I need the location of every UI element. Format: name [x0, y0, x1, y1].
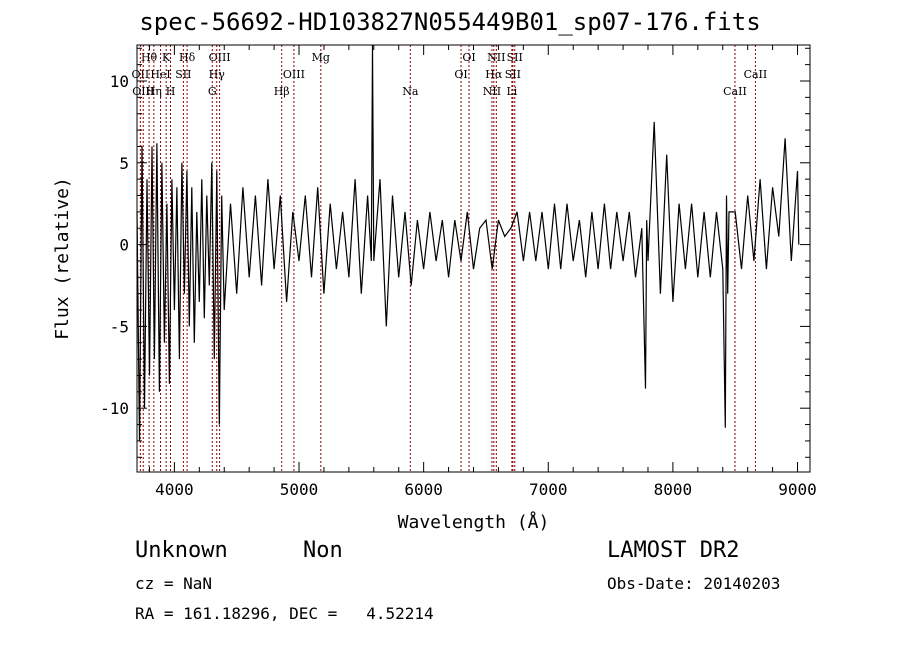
line-marker-label: Hγ — [209, 68, 226, 81]
line-marker-label: Hη — [146, 85, 162, 98]
line-marker-label: SII — [505, 68, 521, 81]
line-marker-label: Na — [402, 85, 419, 98]
spectrum-line — [136, 44, 800, 441]
survey-label: LAMOST DR2 — [607, 538, 740, 563]
axes-layer: 4000 5000 6000 7000 8000 9000 -10 -5 0 5 10 — [100, 45, 817, 499]
line-marker-label: OI — [454, 68, 467, 81]
obs-date-label: Obs-Date: 20140203 — [607, 574, 781, 593]
y-tick-label: 5 — [119, 154, 129, 173]
y-tick-label: 10 — [110, 72, 129, 91]
x-tick-label: 5000 — [280, 480, 319, 499]
line-marker-label: SII — [175, 68, 191, 81]
line-marker-label: CaII — [744, 68, 768, 81]
object-subclass-label: Non — [303, 538, 343, 563]
line-marker-label: Hδ — [179, 51, 196, 64]
line-marker-label: HeI — [150, 68, 170, 81]
line-marker-label: Li — [506, 85, 517, 98]
redshift-label: cz = NaN — [135, 574, 213, 593]
line-marker-label: G — [208, 85, 217, 98]
line-marker-label: Mg — [312, 51, 330, 64]
line-marker-label: OIII — [132, 85, 154, 98]
line-marker-label: OI — [462, 51, 475, 64]
line-marker-label: OIII — [283, 68, 305, 81]
line-marker-label: OII — [132, 68, 150, 81]
x-tick-label: 8000 — [654, 480, 693, 499]
y-axis-label: Flux (relative) — [52, 177, 73, 340]
x-tick-label: 7000 — [529, 480, 568, 499]
spectrum-data-layer — [136, 44, 800, 441]
line-marker-label: Hα — [485, 68, 503, 81]
y-tick-label: 0 — [119, 236, 129, 255]
x-tick-label: 6000 — [404, 480, 443, 499]
line-marker-label: NII — [487, 51, 505, 64]
x-tick-label: 9000 — [778, 480, 817, 499]
object-class-label: Unknown — [135, 538, 228, 563]
line-marker-label: CaII — [723, 85, 747, 98]
x-tick-label: 4000 — [155, 480, 194, 499]
line-marker-label: Hβ — [274, 85, 290, 98]
coordinates-label: RA = 161.18296, DEC = 4.52214 — [135, 604, 434, 623]
x-axis-label: Wavelength (Å) — [398, 511, 550, 533]
line-marker-label: OIII — [209, 51, 231, 64]
y-tick-label: -5 — [110, 317, 129, 336]
line-marker-label: K — [162, 51, 171, 64]
line-marker-label: SII — [507, 51, 523, 64]
y-tick-label: -10 — [100, 399, 129, 418]
line-marker-label: NII — [483, 85, 501, 98]
chart-title: spec-56692-HD103827N055449B01_sp07-176.f… — [139, 8, 761, 36]
line-marker-label: H — [166, 85, 176, 98]
